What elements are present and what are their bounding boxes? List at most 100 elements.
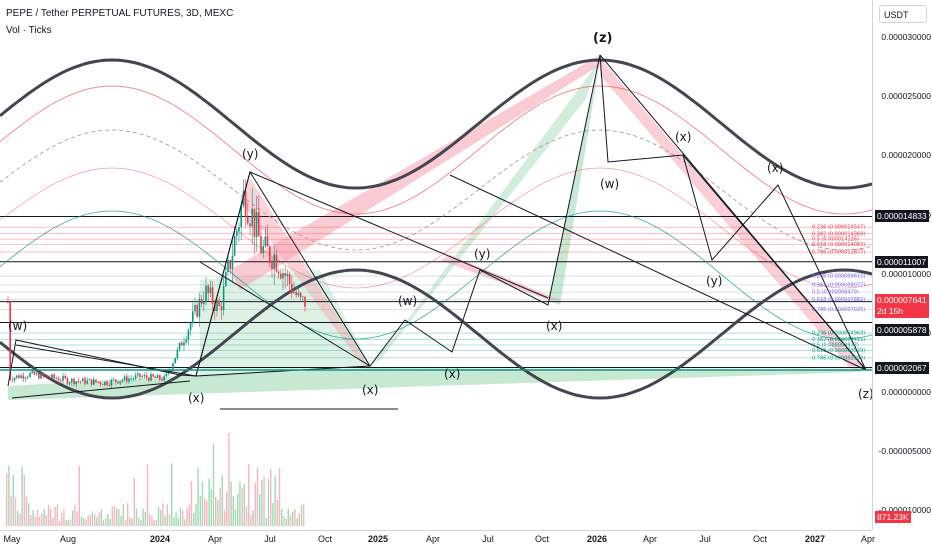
candle-body bbox=[9, 302, 11, 380]
volume-bar bbox=[83, 517, 85, 526]
volume-bar bbox=[292, 511, 294, 526]
candle-body bbox=[231, 255, 234, 269]
volume-bar bbox=[43, 508, 45, 526]
candle-body bbox=[68, 382, 71, 384]
volume-bar bbox=[193, 512, 195, 526]
price-tick-label: 0.000000000 bbox=[881, 387, 931, 397]
candle-body bbox=[143, 375, 146, 377]
volume-bar bbox=[160, 509, 162, 526]
candle-body bbox=[97, 382, 99, 383]
volume-bar bbox=[210, 489, 212, 526]
candle-body bbox=[44, 375, 47, 377]
time-axis[interactable]: May Aug 2024 Apr Jul Oct 2025 Apr Jul Oct 2026 Apr J… bbox=[0, 530, 876, 551]
price-tick-label: -0.000010000 bbox=[879, 505, 931, 515]
candle-body bbox=[35, 373, 38, 375]
candle-body bbox=[302, 296, 304, 298]
volume-bar bbox=[87, 515, 89, 526]
candle-body bbox=[189, 323, 192, 331]
price-tick-label: 0.000030000 bbox=[881, 32, 931, 42]
volume-bar bbox=[182, 510, 184, 526]
volume-bar bbox=[12, 474, 14, 526]
candle-body bbox=[269, 246, 271, 263]
volume-bar bbox=[122, 503, 124, 526]
volume-bar bbox=[283, 516, 285, 526]
candle-body bbox=[255, 212, 258, 238]
candle-body bbox=[60, 380, 62, 382]
candle-body bbox=[183, 342, 185, 346]
candle-body bbox=[282, 273, 284, 279]
volume-bar bbox=[294, 509, 296, 526]
volume-bar bbox=[151, 515, 153, 526]
volume-bar bbox=[131, 518, 133, 526]
volume-bar bbox=[118, 508, 120, 526]
wave-labels: (z) (y) (w) (x) (x) (w) (x) (y) (x) (w) … bbox=[8, 31, 872, 405]
candle-body bbox=[134, 375, 137, 379]
candle-body bbox=[121, 380, 124, 382]
volume-bar bbox=[153, 520, 155, 526]
price-tick-label: 0.000025000 bbox=[881, 91, 931, 102]
volume-bar bbox=[237, 494, 239, 526]
volume-bar bbox=[36, 509, 39, 526]
price-axis[interactable]: USDT 0.000030000 0.000025000 0.000020000 0.… bbox=[872, 0, 932, 530]
currency-selector[interactable]: USDT bbox=[879, 5, 927, 23]
wave-label-w-second: (w) bbox=[398, 294, 417, 308]
candle-body bbox=[275, 254, 278, 272]
time-tick-label: 2024 bbox=[149, 534, 171, 544]
candle-body bbox=[79, 381, 82, 382]
volume-bar bbox=[61, 513, 63, 526]
time-tick-label: Jul bbox=[482, 534, 494, 544]
wave-label-w-third: (w) bbox=[600, 177, 619, 191]
level-tag-lower: 0.000005878 bbox=[875, 324, 929, 336]
candle-body bbox=[205, 285, 207, 303]
candle-body bbox=[280, 273, 282, 279]
candle-body bbox=[244, 190, 247, 217]
volume-bar bbox=[72, 510, 74, 526]
candle-body bbox=[288, 274, 291, 284]
candle-body bbox=[141, 376, 143, 378]
volume-bar bbox=[85, 519, 87, 526]
fib-labels: 0.236 (0.000014547)0.382 (0.000014369)0.… bbox=[812, 225, 865, 362]
time-tick-label: Oct bbox=[534, 534, 550, 544]
volume-bar bbox=[8, 465, 10, 526]
volume-bar bbox=[54, 506, 56, 526]
candle-body bbox=[51, 374, 53, 378]
candle-body bbox=[156, 375, 159, 378]
fib-label: 0.382 (0.000004415) bbox=[812, 337, 865, 343]
volume-bar bbox=[94, 514, 96, 526]
volume-bar bbox=[109, 518, 111, 526]
candle-body bbox=[187, 330, 190, 340]
level-tag-upper: 0.000014833 bbox=[875, 210, 929, 222]
candle-body bbox=[33, 371, 36, 375]
candle-body bbox=[295, 291, 297, 296]
time-tick-label: Oct bbox=[752, 534, 768, 544]
candle-body bbox=[178, 342, 181, 350]
volume-bar bbox=[300, 505, 303, 526]
candle-body bbox=[93, 379, 95, 385]
volume-bar bbox=[69, 519, 72, 526]
price-chart[interactable]: 0.236 (0.000014547)0.382 (0.000014369)0.… bbox=[0, 0, 872, 530]
volume-bar bbox=[76, 511, 78, 526]
volume-bar bbox=[19, 513, 21, 526]
volume-bar bbox=[107, 514, 109, 526]
time-tick-label: 2026 bbox=[586, 534, 608, 544]
candle-body bbox=[16, 375, 18, 378]
candle-body bbox=[99, 382, 102, 385]
volume-bar bbox=[78, 465, 80, 526]
volume-bar bbox=[212, 444, 215, 526]
candle-body bbox=[165, 373, 168, 377]
candle-body bbox=[291, 283, 293, 294]
volume-bar bbox=[89, 515, 91, 526]
candle-body bbox=[194, 304, 196, 312]
volume-bar bbox=[14, 497, 17, 526]
volume-bar bbox=[285, 518, 287, 526]
volume-bar bbox=[228, 432, 230, 526]
wave-path-main bbox=[7, 54, 867, 387]
candle-body bbox=[238, 227, 240, 232]
volume-bar bbox=[232, 496, 234, 526]
time-tick-label: Apr bbox=[860, 534, 876, 544]
volume-bar bbox=[52, 517, 54, 526]
volume-bar bbox=[206, 500, 208, 526]
candle-body bbox=[247, 216, 249, 224]
volume-bar bbox=[140, 520, 142, 526]
volume-bar bbox=[254, 483, 256, 526]
